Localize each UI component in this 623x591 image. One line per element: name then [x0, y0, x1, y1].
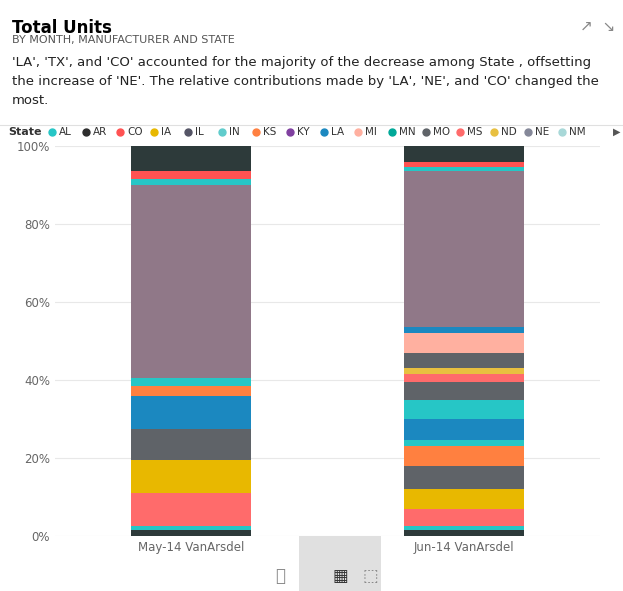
Text: BY MONTH, MANUFACTURER AND STATE: BY MONTH, MANUFACTURER AND STATE: [12, 35, 235, 45]
Text: Month Manufacturer: Month Manufacturer: [103, 222, 223, 235]
Bar: [131, 460, 251, 493]
Bar: [404, 509, 524, 526]
Text: 📊: 📊: [275, 567, 285, 585]
Text: TX: TX: [231, 248, 248, 261]
Text: State: State: [8, 127, 42, 137]
Bar: [404, 466, 524, 489]
Bar: [131, 386, 251, 395]
Bar: [404, 368, 524, 374]
Text: ⬚: ⬚: [362, 567, 378, 585]
Text: 71 (31.98%): 71 (31.98%): [231, 272, 312, 285]
FancyBboxPatch shape: [93, 206, 363, 301]
Bar: [404, 327, 524, 333]
Bar: [404, 446, 524, 466]
Text: LA: LA: [331, 127, 344, 137]
Bar: [404, 374, 524, 382]
Text: AL: AL: [59, 127, 72, 137]
Text: NM: NM: [569, 127, 586, 137]
Text: ▶: ▶: [612, 127, 620, 137]
Bar: [404, 171, 524, 203]
Bar: [131, 428, 251, 460]
Bar: [404, 419, 524, 440]
Bar: [404, 382, 524, 400]
Text: MO: MO: [433, 127, 450, 137]
Bar: [131, 171, 251, 179]
Text: Total Units: Total Units: [12, 19, 112, 37]
Text: AR: AR: [93, 127, 107, 137]
Bar: [404, 167, 524, 171]
Bar: [404, 400, 524, 419]
Text: MI: MI: [365, 127, 377, 137]
Text: MN: MN: [399, 127, 416, 137]
Bar: [404, 333, 524, 353]
Text: IA: IA: [161, 127, 171, 137]
Text: 'LA', 'TX', and 'CO' accounted for the majority of the decrease among State , of: 'LA', 'TX', and 'CO' accounted for the m…: [12, 56, 599, 107]
Text: Jun-14 VanArsdel: Jun-14 VanArsdel: [231, 222, 345, 235]
Bar: [404, 489, 524, 509]
Text: KS: KS: [263, 127, 277, 137]
Bar: [131, 493, 251, 526]
Text: State: State: [192, 248, 223, 261]
Text: ND: ND: [501, 127, 516, 137]
Bar: [404, 161, 524, 167]
Text: IL: IL: [195, 127, 204, 137]
Bar: [131, 146, 251, 171]
Bar: [131, 378, 251, 386]
Text: IN: IN: [229, 127, 240, 137]
Bar: [404, 140, 524, 161]
Bar: [131, 395, 251, 428]
Bar: [131, 530, 251, 536]
Bar: [404, 353, 524, 368]
Bar: [404, 526, 524, 530]
FancyArrowPatch shape: [361, 246, 378, 261]
Text: CO: CO: [127, 127, 143, 137]
Bar: [404, 203, 524, 327]
Text: Total Units: Total Units: [161, 272, 223, 285]
Bar: [404, 440, 524, 446]
Text: MS: MS: [467, 127, 482, 137]
Bar: [131, 526, 251, 530]
Bar: [131, 179, 251, 185]
Bar: [131, 185, 251, 378]
Text: KY: KY: [297, 127, 310, 137]
Bar: [404, 530, 524, 536]
Text: ▦: ▦: [332, 567, 348, 585]
Text: ↗  ↘  ⊕: ↗ ↘ ⊕: [580, 19, 623, 34]
Text: NE: NE: [535, 127, 549, 137]
Text: ✦: ✦: [303, 567, 317, 585]
